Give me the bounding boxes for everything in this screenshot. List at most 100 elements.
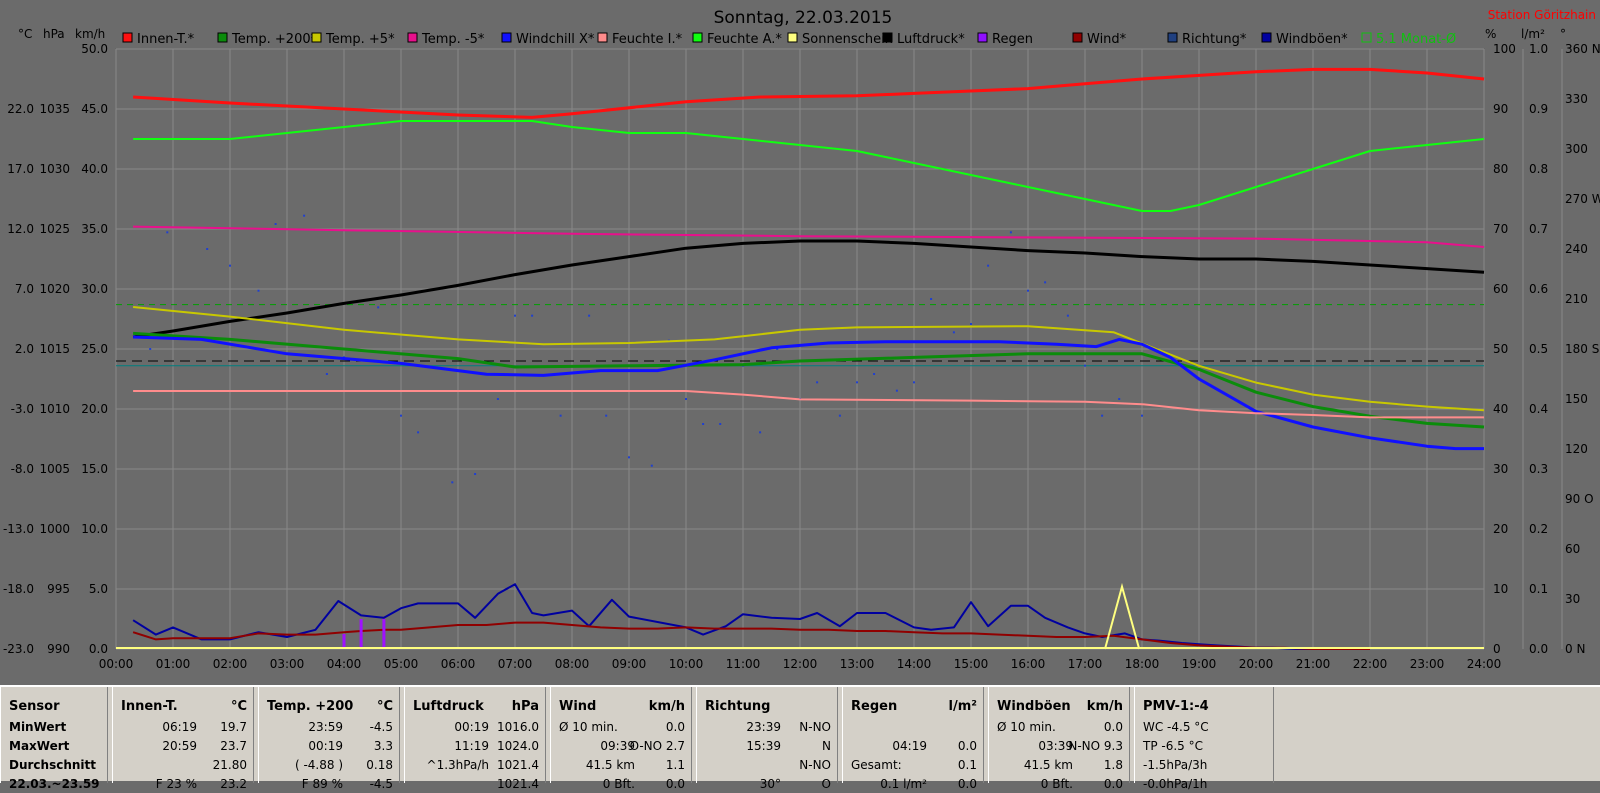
summary-cell: 3.3 [373, 739, 393, 753]
legend-label: Temp. +200* [231, 32, 318, 47]
summary-cell: -1.5hPa/3h [1143, 758, 1208, 772]
series-line [133, 120, 1485, 212]
direction-point [685, 398, 687, 400]
temp-tick-label: -23.0 [3, 642, 34, 656]
direction-point [229, 264, 231, 267]
direction-point [1066, 314, 1069, 317]
wind-tick-label: 35.0 [81, 222, 108, 236]
time-tick-label: 14:00 [897, 657, 932, 671]
summary-column: Sensor MinWert MaxWert Durchschnitt 22.03.~2… [0, 687, 108, 791]
summary-cell: 1.8 [1103, 758, 1123, 772]
temp-tick-label: 12.0 [7, 222, 34, 236]
pressure-tick-label: 990 [47, 642, 70, 656]
rain-tick-label: 1.0 [1529, 42, 1548, 56]
summary-row: 15:39 N [697, 737, 837, 755]
time-tick-label: 00:00 [99, 657, 134, 671]
summary-cell: 0.0 [957, 777, 977, 791]
summary-cell: O [821, 777, 831, 791]
summary-header-label: Wind [559, 699, 597, 714]
right-axes: 10090807060504030201001.00.90.80.70.60.5… [1493, 42, 1600, 656]
direction-point [776, 348, 779, 350]
temp-tick-label: 17.0 [7, 162, 34, 176]
legend-swatch [1167, 32, 1178, 43]
summary-cell: 22.03.~23.59 [9, 777, 100, 791]
time-tick-label: 04:00 [327, 657, 362, 671]
temp-tick-label: 2.0 [15, 342, 34, 356]
summary-header: Windböen km/h [989, 698, 1129, 716]
time-tick-label: 23:00 [1410, 657, 1445, 671]
summary-cell: 00:19 [308, 739, 343, 753]
summary-cell: N-NO [799, 758, 831, 772]
wind-tick-label: 40.0 [81, 162, 108, 176]
summary-header: Richtung [697, 698, 837, 716]
direction-tick-label: 210 [1565, 292, 1588, 306]
summary-cell: F 23 % [155, 777, 197, 791]
direction-point [149, 348, 152, 350]
summary-row: Ø 10 min. 0.0 [551, 718, 691, 736]
time-axis: 00:00 01:00 02:00 03:00 04:00 05:00 06:00 07:00… [99, 657, 1502, 671]
temp-tick-label: -13.0 [3, 522, 34, 536]
temp-tick-label: 22.0 [7, 102, 34, 116]
direction-tick-label: 330 [1565, 92, 1588, 106]
legend-swatch-month-avg [1361, 32, 1372, 43]
rain-tick-label: 0.1 [1529, 582, 1548, 596]
summary-cell: O-NO 2.7 [629, 739, 685, 753]
summary-row: 21.80 [113, 756, 253, 774]
summary-header-label: Sensor [9, 699, 60, 714]
summary-cell: 30° [759, 777, 781, 791]
direction-point [650, 464, 653, 467]
time-tick-label: 13:00 [840, 657, 875, 671]
summary-cell: 0.0 [1103, 720, 1123, 734]
legend-label: Feuchte I.* [612, 32, 683, 47]
legend-swatch [882, 32, 893, 43]
summary-cell: MinWert [9, 720, 67, 734]
time-tick-label: 05:00 [384, 657, 419, 671]
direction-point [496, 398, 499, 400]
rain-tick-label: 0.9 [1529, 102, 1548, 116]
summary-row: MaxWert [1, 737, 107, 755]
legend-swatch [311, 32, 322, 43]
direction-point [1027, 289, 1029, 292]
legend-swatch [407, 32, 418, 43]
direction-point [1101, 414, 1104, 417]
direction-point [605, 414, 608, 417]
direction-point [816, 381, 819, 384]
summary-row: 23:59 -4.5 [259, 718, 399, 736]
chart-title: Sonntag, 22.03.2015 [714, 8, 893, 28]
direction-point [719, 423, 722, 425]
rain-tick-label: 0.5 [1529, 342, 1548, 356]
time-tick-label: 11:00 [726, 657, 761, 671]
summary-cell: 11:19 [454, 739, 489, 753]
summary-header-label: Innen-T. [121, 699, 178, 714]
summary-cell: 1021.4 [497, 777, 539, 791]
summary-cell: 23.2 [220, 777, 247, 791]
direction-point [206, 248, 209, 250]
legend-swatch [122, 32, 133, 43]
summary-row: 04:19 0.0 [843, 737, 983, 755]
humidity-tick-label: 50 [1493, 342, 1508, 356]
summary-cell: 00:19 [454, 720, 489, 734]
series-line [133, 306, 1485, 412]
direction-point [531, 314, 534, 317]
legend-label: Windchill X* [516, 32, 595, 47]
legend-label: Innen-T.* [137, 32, 195, 47]
wind-tick-label: 0.0 [89, 642, 108, 656]
legend-swatch [1261, 32, 1272, 43]
summary-row: -1.5hPa/3h [1135, 756, 1273, 774]
legend-label: Temp. +5* [325, 32, 395, 47]
reference-lines [116, 304, 1484, 367]
rain-tick-label: 0.2 [1529, 522, 1548, 536]
summary-header-label: Luftdruck [413, 699, 484, 714]
summary-row: ( -4.88 ) 0.18 [259, 756, 399, 774]
summary-cell: 23:59 [308, 720, 343, 734]
summary-header-label: PMV-1:-4 [1143, 699, 1209, 714]
direction-point [1141, 414, 1143, 417]
direction-tick-label: 60 [1565, 542, 1580, 556]
legend-label: Wind* [1087, 32, 1127, 47]
summary-cell: 41.5 km [1023, 758, 1073, 772]
legend-swatch [1072, 32, 1083, 43]
series-line [133, 335, 1484, 451]
summary-cell: N-NO [799, 720, 831, 734]
summary-cell: 0.0 [1103, 777, 1123, 791]
summary-row: 41.5 km 1.1 [551, 756, 691, 774]
